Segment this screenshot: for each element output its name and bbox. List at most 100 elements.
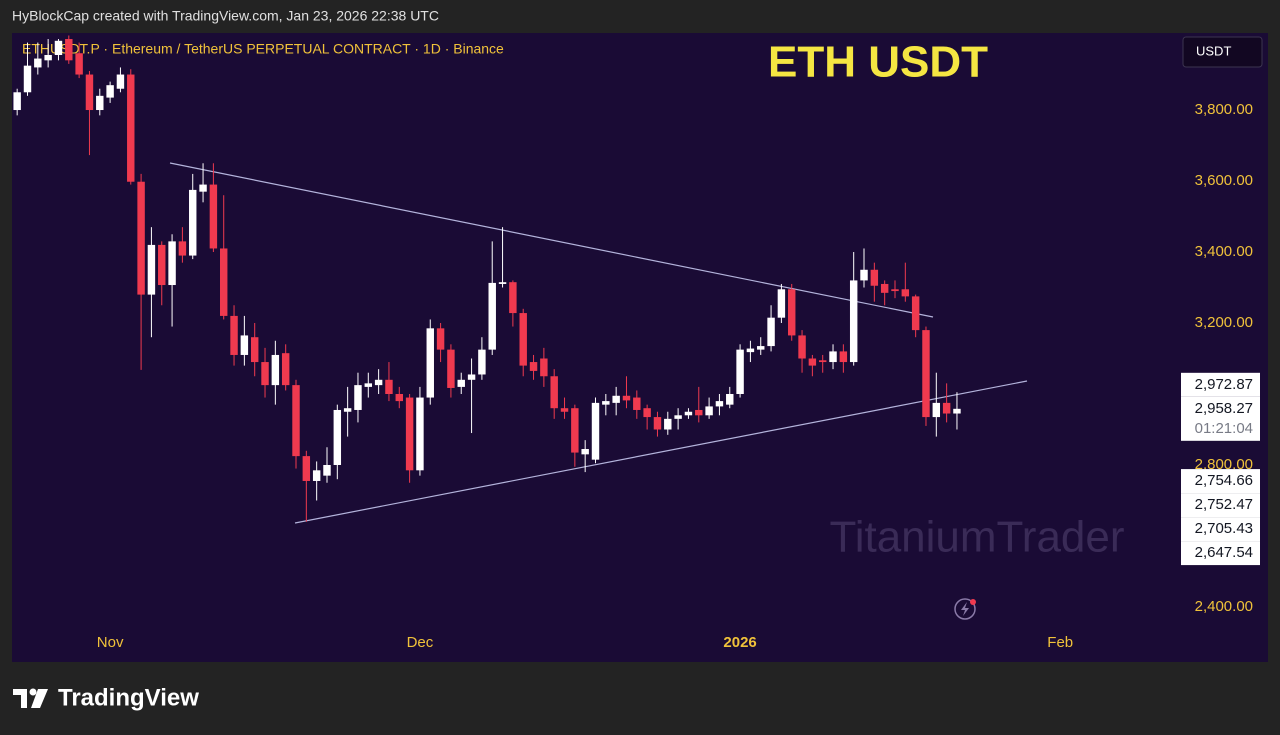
candle-body — [488, 282, 496, 350]
y-tick-label: 3,600.00 — [1195, 172, 1253, 189]
candle-body — [643, 408, 651, 418]
candle-body — [860, 269, 868, 281]
candle-body — [684, 411, 693, 416]
candle-body — [519, 313, 527, 366]
y-tick-label: 2,400.00 — [1195, 598, 1253, 615]
candle-body — [901, 289, 910, 297]
candle-body — [911, 296, 920, 331]
candle-body — [612, 395, 620, 403]
plot-area — [12, 33, 1268, 662]
candle-body — [942, 402, 951, 414]
candle-body — [922, 330, 930, 418]
candle-body — [209, 184, 218, 249]
candle-body — [147, 244, 156, 295]
price-label-box — [1181, 541, 1260, 566]
candle-body — [292, 385, 300, 457]
candle-body — [405, 397, 414, 471]
candle-body — [726, 394, 734, 405]
candle-body — [116, 74, 125, 89]
candle-body — [199, 184, 207, 192]
y-tick-label: 2,800.00 — [1195, 456, 1253, 473]
candle-body — [178, 241, 187, 256]
candle-body — [818, 360, 827, 363]
price-label-box — [1181, 517, 1260, 542]
candle-body — [767, 317, 775, 347]
candle-body — [571, 408, 579, 453]
candle-body — [44, 55, 52, 61]
x-tick-label: 2026 — [723, 634, 756, 651]
candle-body — [622, 395, 631, 401]
candle-body — [788, 289, 796, 336]
icon-dot — [970, 599, 976, 605]
footer-brand: TradingView — [58, 684, 199, 711]
candle-body — [633, 397, 641, 410]
candle-body — [509, 282, 517, 314]
price-label: 2,972.87 — [1195, 376, 1253, 393]
candle-body — [880, 283, 889, 293]
candle-body — [529, 362, 538, 371]
candle-body — [13, 92, 21, 111]
alert-icon[interactable] — [954, 598, 976, 620]
candle-body — [664, 418, 672, 430]
candle-body — [219, 248, 228, 316]
candle-body — [281, 353, 290, 386]
chart-title: ETH USDT — [768, 38, 988, 87]
candle-body — [261, 362, 269, 386]
candle-body — [106, 85, 114, 98]
y-tick-label: 3,400.00 — [1195, 243, 1253, 260]
candle-body — [395, 394, 403, 402]
footer-logo: TradingView — [13, 684, 199, 711]
price-label: 2,752.47 — [1195, 496, 1253, 513]
candle-body — [354, 385, 362, 410]
candle-body — [953, 408, 961, 414]
x-tick-label: Feb — [1047, 634, 1073, 651]
button-label: USDT — [1196, 43, 1231, 58]
candle-body — [312, 470, 321, 481]
candle-body — [591, 402, 600, 460]
candle-body — [137, 181, 145, 295]
price-label-box — [1181, 493, 1260, 518]
header: HyBlockCap created with TradingView.com,… — [12, 8, 439, 24]
candle-body — [271, 354, 280, 386]
candle-body — [674, 415, 682, 419]
price-label-box — [1181, 469, 1260, 494]
candles — [13, 35, 961, 522]
candle-body — [798, 335, 806, 359]
candle-body — [808, 358, 817, 366]
candle-body — [550, 376, 558, 409]
candle-body — [849, 280, 858, 363]
candle-body — [891, 289, 899, 292]
price-label: 2,754.66 — [1195, 472, 1253, 489]
candle-body — [333, 409, 342, 465]
candle-body — [158, 244, 166, 286]
candle-body — [540, 358, 548, 377]
candle-body — [75, 53, 83, 75]
candle-body — [436, 328, 445, 350]
candle-body — [870, 269, 879, 286]
candle-body — [715, 401, 724, 407]
lower-trendline — [294, 380, 1028, 524]
logo-mark — [31, 689, 48, 708]
candle-body — [416, 397, 424, 471]
candle-body — [602, 401, 610, 405]
candle-body — [189, 189, 197, 256]
currency-button[interactable]: USDT — [1182, 36, 1263, 68]
logo-mark — [29, 688, 37, 696]
candle-body — [54, 40, 63, 56]
candle-body — [478, 349, 486, 375]
candle-body — [736, 349, 744, 395]
icon-ring — [954, 598, 976, 620]
y-tick-label: 3,800.00 — [1195, 101, 1253, 118]
candle-body — [385, 379, 393, 395]
candle-body — [777, 289, 786, 318]
current-price-box — [1181, 396, 1260, 441]
candle-body — [343, 408, 352, 412]
watermark: TitaniumTrader — [829, 513, 1124, 562]
candle-body — [653, 417, 662, 430]
candle-body — [695, 409, 703, 416]
x-tick-label: Nov — [97, 634, 124, 651]
candle-body — [447, 349, 455, 388]
candle-body — [932, 402, 941, 418]
